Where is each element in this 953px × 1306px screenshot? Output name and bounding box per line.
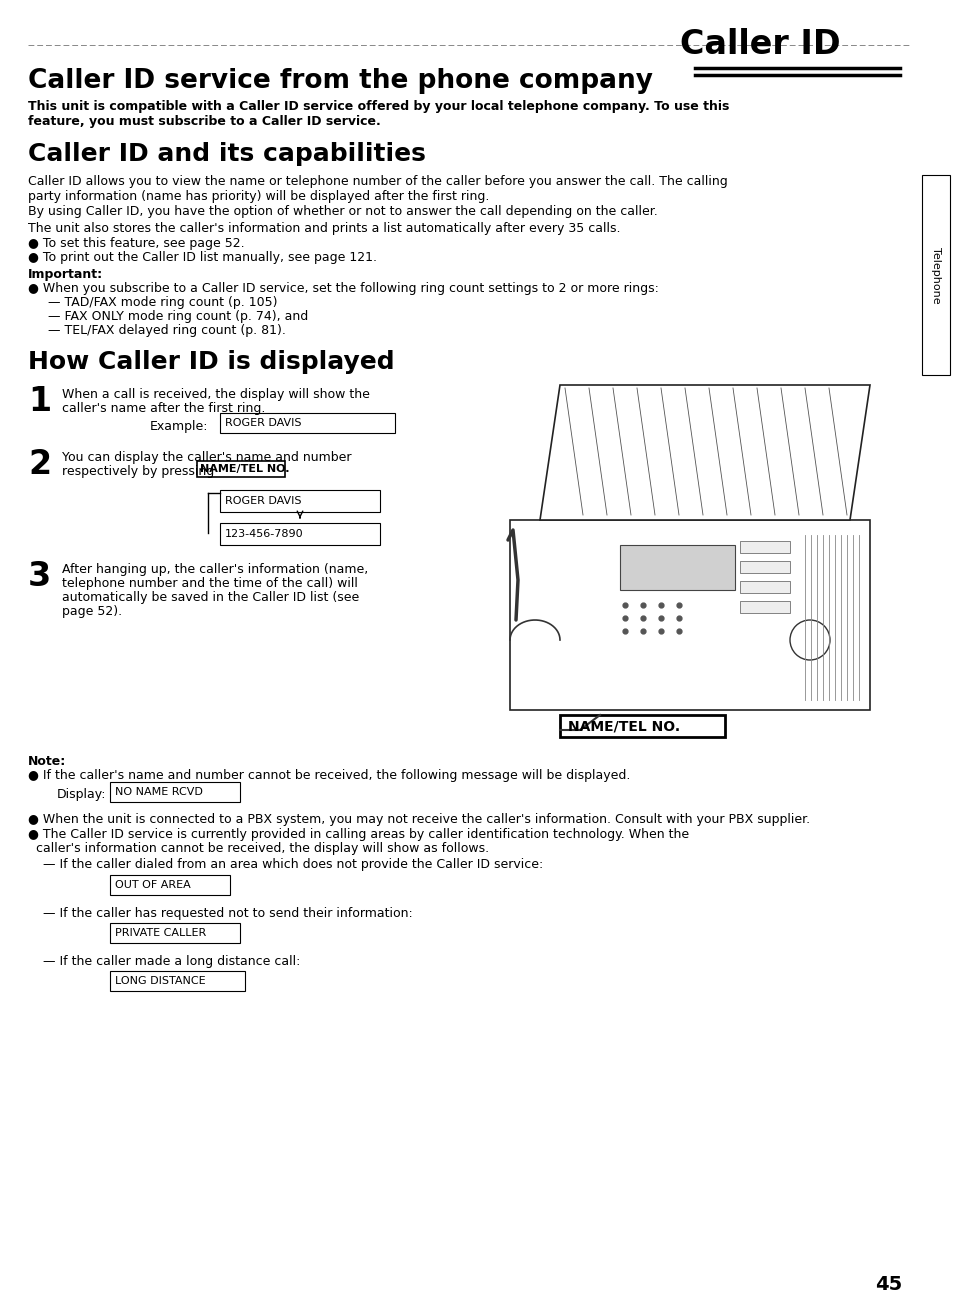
Text: 2: 2 [28, 448, 51, 481]
Text: ROGER DAVIS: ROGER DAVIS [225, 496, 301, 505]
Text: ● When you subscribe to a Caller ID service, set the following ring count settin: ● When you subscribe to a Caller ID serv… [28, 282, 659, 295]
Text: Caller ID: Caller ID [679, 27, 840, 61]
Text: The unit also stores the caller's information and prints a list automatically af: The unit also stores the caller's inform… [28, 222, 619, 235]
Text: page 52).: page 52). [62, 605, 122, 618]
Bar [110, 875, 230, 895]
Bar [619, 545, 734, 590]
Bar [110, 923, 240, 943]
Bar [740, 581, 789, 593]
Bar [740, 601, 789, 613]
Bar [740, 562, 789, 573]
Text: This unit is compatible with a Caller ID service offered by your local telephone: This unit is compatible with a Caller ID… [28, 101, 729, 114]
Bar [220, 413, 395, 434]
Text: Caller ID and its capabilities: Caller ID and its capabilities [28, 142, 425, 166]
Bar [196, 461, 285, 477]
Text: You can display the caller's name and number: You can display the caller's name and nu… [62, 451, 351, 464]
Text: automatically be saved in the Caller ID list (see: automatically be saved in the Caller ID … [62, 592, 359, 603]
Text: — TEL/FAX delayed ring count (p. 81).: — TEL/FAX delayed ring count (p. 81). [48, 324, 286, 337]
Text: respectively by pressing: respectively by pressing [62, 465, 214, 478]
Text: 3: 3 [28, 560, 51, 593]
Bar [220, 490, 379, 512]
Bar [559, 714, 724, 737]
Bar [110, 782, 240, 802]
Text: caller's name after the first ring.: caller's name after the first ring. [62, 402, 265, 415]
Text: NAME/TEL NO.: NAME/TEL NO. [200, 464, 289, 474]
Text: — TAD/FAX mode ring count (p. 105): — TAD/FAX mode ring count (p. 105) [48, 296, 277, 310]
Bar [110, 970, 245, 991]
Text: PRIVATE CALLER: PRIVATE CALLER [115, 929, 206, 938]
Text: — If the caller made a long distance call:: — If the caller made a long distance cal… [43, 955, 300, 968]
Text: — FAX ONLY mode ring count (p. 74), and: — FAX ONLY mode ring count (p. 74), and [48, 310, 308, 323]
Text: Note:: Note: [28, 755, 66, 768]
Text: 123-456-7890: 123-456-7890 [225, 529, 303, 539]
Text: LONG DISTANCE: LONG DISTANCE [115, 976, 206, 986]
Text: OUT OF AREA: OUT OF AREA [115, 880, 191, 889]
Bar [921, 175, 949, 375]
Text: ROGER DAVIS: ROGER DAVIS [225, 418, 301, 428]
Text: Telephone: Telephone [930, 247, 940, 303]
Bar [220, 522, 379, 545]
Text: ● When the unit is connected to a PBX system, you may not receive the caller's i: ● When the unit is connected to a PBX sy… [28, 814, 809, 825]
Text: 1: 1 [28, 385, 51, 418]
Text: telephone number and the time of the call) will: telephone number and the time of the cal… [62, 577, 357, 590]
Text: 45: 45 [874, 1275, 902, 1294]
Circle shape [789, 620, 829, 660]
Text: ● If the caller's name and number cannot be received, the following message will: ● If the caller's name and number cannot… [28, 769, 630, 782]
Text: Important:: Important: [28, 268, 103, 281]
Text: feature, you must subscribe to a Caller ID service.: feature, you must subscribe to a Caller … [28, 115, 380, 128]
Text: Example:: Example: [150, 421, 209, 434]
Bar [740, 541, 789, 552]
Text: — If the caller has requested not to send their information:: — If the caller has requested not to sen… [43, 906, 413, 919]
Text: NAME/TEL NO.: NAME/TEL NO. [567, 720, 679, 733]
Text: ● The Caller ID service is currently provided in calling areas by caller identif: ● The Caller ID service is currently pro… [28, 828, 688, 841]
Text: By using Caller ID, you have the option of whether or not to answer the call dep: By using Caller ID, you have the option … [28, 205, 657, 218]
Text: NO NAME RCVD: NO NAME RCVD [115, 788, 203, 797]
Text: ● To print out the Caller ID list manually, see page 121.: ● To print out the Caller ID list manual… [28, 251, 376, 264]
Text: — If the caller dialed from an area which does not provide the Caller ID service: — If the caller dialed from an area whic… [43, 858, 542, 871]
Text: After hanging up, the caller's information (name,: After hanging up, the caller's informati… [62, 563, 368, 576]
Bar [510, 520, 869, 710]
Text: When a call is received, the display will show the: When a call is received, the display wil… [62, 388, 370, 401]
Text: Caller ID allows you to view the name or telephone number of the caller before y: Caller ID allows you to view the name or… [28, 175, 727, 188]
Text: Display:: Display: [57, 788, 107, 801]
Polygon shape [539, 385, 869, 520]
Text: Caller ID service from the phone company: Caller ID service from the phone company [28, 68, 652, 94]
Text: How Caller ID is displayed: How Caller ID is displayed [28, 350, 395, 374]
Text: caller's information cannot be received, the display will show as follows.: caller's information cannot be received,… [28, 842, 489, 855]
Text: ● To set this feature, see page 52.: ● To set this feature, see page 52. [28, 236, 244, 249]
Text: party information (name has priority) will be displayed after the first ring.: party information (name has priority) wi… [28, 189, 489, 202]
